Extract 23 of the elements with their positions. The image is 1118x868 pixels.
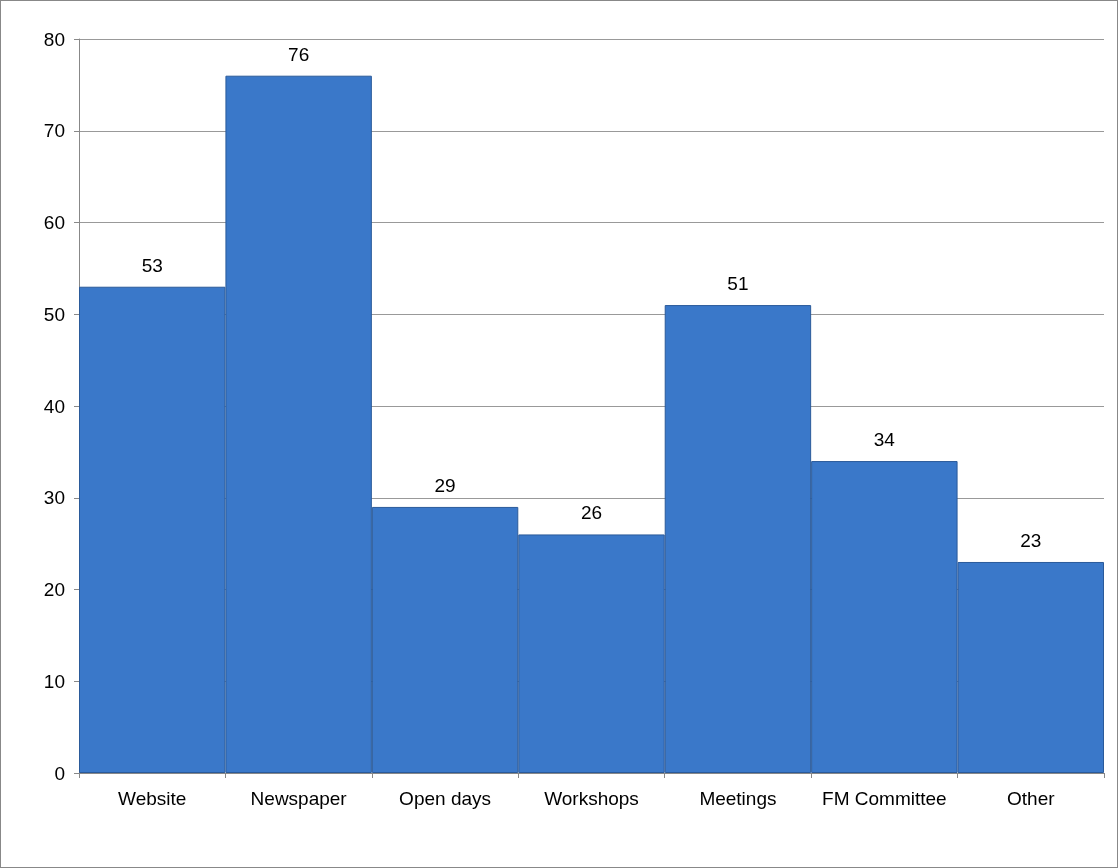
y-tick-label: 20 (43, 579, 65, 600)
data-label: 51 (727, 273, 749, 295)
x-tick-label: Workshops (544, 787, 639, 809)
y-tick-label: 70 (43, 120, 65, 142)
y-tick-label: 60 (43, 212, 65, 233)
x-tick-label: FM Committee (822, 787, 947, 809)
y-tick-label: 0 (54, 762, 65, 784)
x-tick-label: Other (1007, 787, 1056, 809)
data-label: 26 (580, 502, 603, 524)
y-tick-label: 40 (43, 395, 65, 417)
x-tick-label: Open days (399, 787, 492, 809)
data-label: 29 (434, 474, 456, 496)
y-tick-label: 50 (43, 303, 65, 325)
x-tick-label: Meetings (699, 787, 777, 809)
data-label: 76 (288, 43, 310, 65)
data-label: 53 (141, 254, 163, 276)
data-label: 34 (873, 429, 896, 451)
y-tick-label: 80 (43, 28, 65, 50)
x-tick-label: Website (118, 787, 187, 809)
x-tick-label: Newspaper (250, 787, 348, 809)
y-tick-label: 10 (43, 670, 65, 692)
data-label: 23 (1020, 529, 1042, 551)
y-tick-label: 30 (43, 487, 65, 509)
